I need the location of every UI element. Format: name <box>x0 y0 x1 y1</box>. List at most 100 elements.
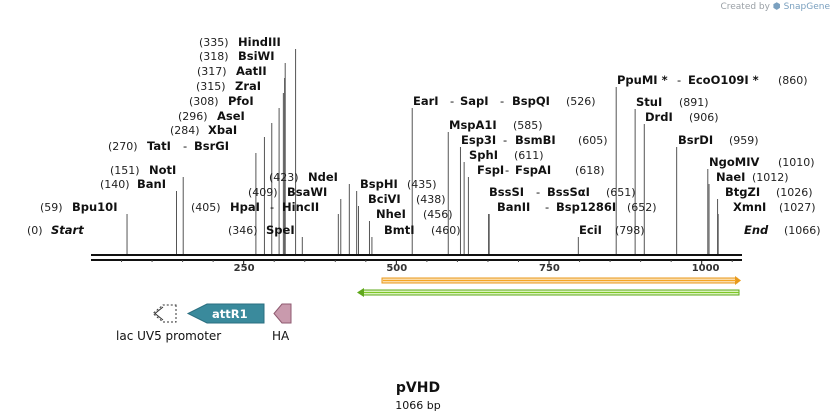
site-label-spei[interactable]: (346) SpeI <box>228 223 295 237</box>
site-pos: (308) <box>189 95 219 108</box>
site-label-bpu10i[interactable]: (59) Bpu10I <box>40 200 117 214</box>
site-label-mspa1i[interactable]: MspA1I (585) <box>449 118 543 132</box>
site-label-hindiii[interactable]: (335) HindIII <box>199 35 281 49</box>
site-name: BanII <box>497 200 530 214</box>
site-label-hpai[interactable]: (405) HpaI - HincII <box>191 200 319 214</box>
site-name: XbaI <box>208 123 237 137</box>
site-name: DrdI <box>645 110 673 124</box>
site-name: PpuMI * <box>617 73 668 87</box>
site-pos: (151) <box>110 164 140 177</box>
site-name: BmtI <box>384 223 415 237</box>
site-label-bcivi[interactable]: BciVI (438) <box>368 192 446 206</box>
site-label-stui[interactable]: StuI (891) <box>636 95 709 109</box>
scale-tick-label: 1000 <box>692 263 720 274</box>
site-name: StuI <box>636 95 662 109</box>
site-label-pfoi[interactable]: (308) PfoI <box>189 94 254 108</box>
site-name: SphI <box>469 148 498 162</box>
site-name: XmnI <box>733 200 766 214</box>
site-label-bsssi[interactable]: BssSI - BssSαI (651) <box>489 185 636 199</box>
site-label-asei[interactable]: (296) AseI <box>178 109 245 123</box>
feature-orange-arrow[interactable] <box>381 276 741 285</box>
feature-label: attR1 <box>212 307 248 321</box>
site-name: SpeI <box>266 223 295 237</box>
site-name: AseI <box>217 109 245 123</box>
site-name: BssSI <box>489 185 524 199</box>
arrow-head-icon <box>735 276 741 285</box>
site-name: BsiWI <box>238 49 275 63</box>
site-name: PfoI <box>228 94 254 108</box>
site-label-sphi[interactable]: SphI (611) <box>469 148 544 162</box>
feature-green-arrow[interactable] <box>357 288 740 297</box>
feature-label: lac UV5 promoter <box>116 329 221 343</box>
site-pos: (959) <box>729 134 759 147</box>
site-label-bsrdi[interactable]: BsrDI (959) <box>678 133 759 147</box>
feature-label: HA <box>272 329 290 343</box>
site-name: TatI <box>147 139 171 153</box>
site-label-esp3i[interactable]: Esp3I - BsmBI (605) <box>461 133 608 147</box>
site-name: MspA1I <box>449 118 497 132</box>
site-label-tati[interactable]: (270) TatI - BsrGI <box>108 139 229 153</box>
site-name: EarI <box>413 94 439 108</box>
site-label-btgzi[interactable]: BtgZI (1026) <box>725 185 813 199</box>
svg-text:-: - <box>270 200 274 214</box>
site-pos: (860) <box>778 74 808 87</box>
site-name: NheI <box>376 207 406 221</box>
site-pos: (891) <box>679 96 709 109</box>
scale-tick-label: 500 <box>386 263 407 274</box>
site-name: BspHI <box>360 177 398 191</box>
site-label-bsawi[interactable]: (409) BsaWI <box>248 185 327 199</box>
site-name: EciI <box>579 223 602 237</box>
site-label-bsphi[interactable]: BspHI (435) <box>360 177 437 191</box>
feature-attr1[interactable]: attR1 <box>186 303 265 324</box>
site-label-zrai[interactable]: (315) ZraI <box>196 79 261 93</box>
snapgene-credit[interactable]: Created by ⬢ SnapGene <box>720 2 830 12</box>
scale-ticks: 250 500 750 1000 <box>121 260 733 274</box>
scale-tick-label: 250 <box>234 263 255 274</box>
site-name: BciVI <box>368 192 401 206</box>
site-name: BanI <box>137 177 166 191</box>
site-label-xbai[interactable]: (284) XbaI <box>170 123 237 137</box>
site-label-bmti[interactable]: BmtI (460) <box>384 223 461 237</box>
svg-text:-: - <box>183 139 187 153</box>
site-pos: (335) <box>199 36 229 49</box>
site-label-noti[interactable]: (151) NotI <box>110 163 176 177</box>
site-pos: (435) <box>407 178 437 191</box>
svg-text:-: - <box>450 94 454 108</box>
site-name: NgoMIV <box>709 155 759 169</box>
site-label-ecii[interactable]: EciI (798) <box>579 223 645 237</box>
site-label-nhei[interactable]: NheI (456) <box>376 207 453 221</box>
site-label-ngomiv[interactable]: NgoMIV (1010) <box>709 155 815 169</box>
feature-lac-uv5-promoter[interactable]: lac UV5 promoter <box>116 304 221 343</box>
site-name: AatII <box>236 64 267 78</box>
feature-ha[interactable]: HA <box>272 303 292 343</box>
site-label-bsiwi[interactable]: (318) BsiWI <box>199 49 275 63</box>
site-label-naei[interactable]: NaeI (1012) <box>716 170 789 184</box>
site-label-aatii[interactable]: (317) AatII <box>197 64 267 78</box>
credit-prefix: Created by <box>720 2 770 12</box>
site-label-bani-140[interactable]: (140) BanI <box>100 177 166 191</box>
site-pos: (605) <box>578 134 608 147</box>
site-pos: (798) <box>615 224 645 237</box>
site-label-ndei[interactable]: (423) NdeI <box>269 170 338 184</box>
site-label-eari[interactable]: EarI - SapI - BspQI (526) <box>413 94 596 108</box>
site-pos: (438) <box>416 193 446 206</box>
site-name: BsrGI <box>194 139 229 153</box>
site-pos: (585) <box>513 119 543 132</box>
site-label-banii[interactable]: BanII - Bsp1286I (652) <box>497 200 657 214</box>
start-position: (0) <box>27 224 43 237</box>
site-label-xmni[interactable]: XmnI (1027) <box>733 200 816 214</box>
site-pos: (296) <box>178 110 208 123</box>
site-name: SapI <box>460 94 489 108</box>
site-pos: (346) <box>228 224 258 237</box>
svg-text:-: - <box>503 133 507 147</box>
svg-text:-: - <box>677 73 681 87</box>
site-name: BsrDI <box>678 133 713 147</box>
site-label-fspi[interactable]: FspI - FspAI (618) <box>477 163 605 177</box>
site-pos: (526) <box>566 95 596 108</box>
site-name: HpaI <box>230 200 260 214</box>
site-name: FspI <box>477 163 504 177</box>
site-label-drdi[interactable]: DrdI (906) <box>645 110 719 124</box>
site-label-ppumi[interactable]: PpuMI * - EcoO109I * (860) <box>617 73 808 87</box>
scale-tick-label: 750 <box>539 263 560 274</box>
